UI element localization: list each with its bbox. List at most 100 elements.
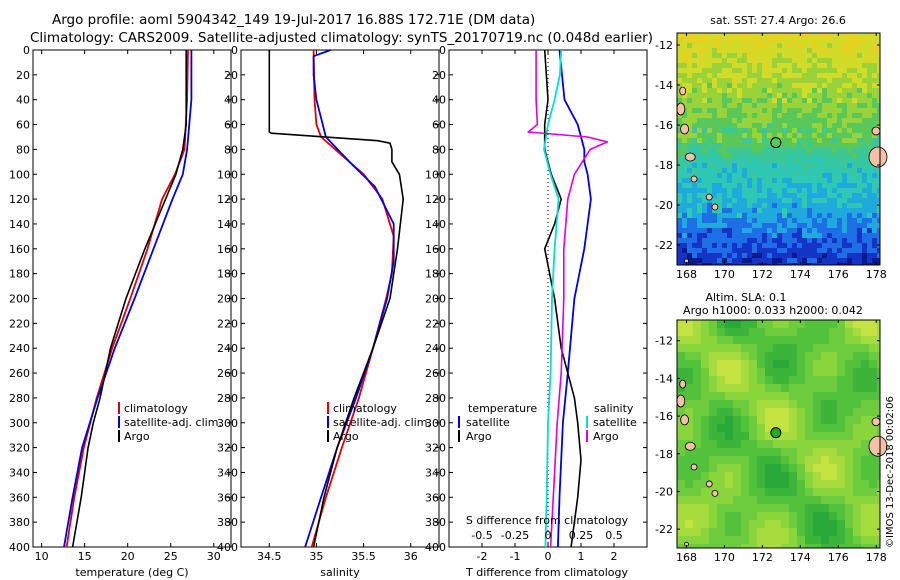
map-cell [792, 63, 797, 68]
map-cell [765, 408, 773, 416]
map-cell [697, 158, 702, 163]
map-cell [712, 208, 717, 213]
map-cell [797, 83, 802, 88]
map-cell [817, 138, 822, 143]
map-cell [717, 520, 725, 528]
map-cell [867, 188, 872, 193]
map-cell [857, 118, 862, 123]
map-cell [749, 400, 757, 408]
map-cell [857, 153, 862, 158]
map-cell [732, 68, 737, 73]
map-cell [797, 544, 805, 548]
map-cell [747, 183, 752, 188]
map-cell [685, 424, 693, 432]
map-cell [709, 440, 717, 448]
map-cell [749, 504, 757, 512]
map-cell [687, 128, 692, 133]
map-cell [757, 228, 762, 233]
map-cell [722, 178, 727, 183]
map-cell [749, 328, 757, 336]
map-cell [861, 456, 869, 464]
map-cell [687, 213, 692, 218]
map-cell [697, 238, 702, 243]
map-cell [702, 133, 707, 138]
map-cell [722, 108, 727, 113]
map-cell [797, 400, 805, 408]
map-cell [792, 33, 797, 38]
map-cell [877, 520, 880, 528]
map-cell [727, 93, 732, 98]
map-cell [852, 103, 857, 108]
map-cell [752, 173, 757, 178]
map-cell [877, 472, 880, 480]
map-cell [697, 258, 702, 263]
map-cell [782, 48, 787, 53]
map-cell [817, 188, 822, 193]
map-cell [701, 392, 709, 400]
map-cell [852, 163, 857, 168]
ytick-label: 100 [217, 168, 238, 181]
map-cell [837, 188, 842, 193]
map-cell [707, 158, 712, 163]
map-cell [765, 456, 773, 464]
map-cell [805, 512, 813, 520]
map-cell [717, 63, 722, 68]
map-cell [697, 93, 702, 98]
map-cell [817, 38, 822, 43]
map-cell [807, 158, 812, 163]
map-cell [749, 456, 757, 464]
map-cell [742, 88, 747, 93]
map-cell [829, 504, 837, 512]
map-cell [837, 218, 842, 223]
map-cell [707, 48, 712, 53]
map-cell [837, 496, 845, 504]
map-cell [857, 58, 862, 63]
map-cell [869, 544, 877, 548]
map-cell [842, 198, 847, 203]
map-cell [707, 163, 712, 168]
map-cell [807, 58, 812, 63]
map-cell [797, 168, 802, 173]
map-cell [807, 198, 812, 203]
map-cell [782, 98, 787, 103]
map-cell [821, 376, 829, 384]
map-cell [862, 143, 867, 148]
map-cell [787, 223, 792, 228]
map-cell [802, 68, 807, 73]
map-cell [737, 223, 742, 228]
map-cell [822, 253, 827, 258]
map-cell [853, 360, 861, 368]
island-shape [711, 203, 719, 211]
map-cell [732, 38, 737, 43]
sla-map-title: Altim. SLA: 0.1 [705, 291, 786, 304]
map-cell [747, 188, 752, 193]
map-cell [717, 213, 722, 218]
map-cell [707, 38, 712, 43]
map-cell [767, 73, 772, 78]
map-cell [867, 33, 872, 38]
map-cell [781, 544, 789, 548]
map-cell [862, 43, 867, 48]
map-cell [757, 536, 765, 544]
map-cell [727, 138, 732, 143]
map-cell [842, 248, 847, 253]
map-cell [701, 336, 709, 344]
map-cell [687, 183, 692, 188]
map-cell [837, 193, 842, 198]
map-cell [685, 368, 693, 376]
map-cell [709, 368, 717, 376]
map-cell [817, 53, 822, 58]
map-cell [707, 83, 712, 88]
map-cell [832, 163, 837, 168]
map-cell [807, 233, 812, 238]
map-cell [772, 43, 777, 48]
map-cell [807, 203, 812, 208]
map-cell [733, 376, 741, 384]
map-cell [717, 352, 725, 360]
map-cell [853, 408, 861, 416]
map-cell [853, 456, 861, 464]
map-cell [862, 108, 867, 113]
map-cell [773, 384, 781, 392]
map-cell [777, 253, 782, 258]
map-cell [757, 480, 765, 488]
